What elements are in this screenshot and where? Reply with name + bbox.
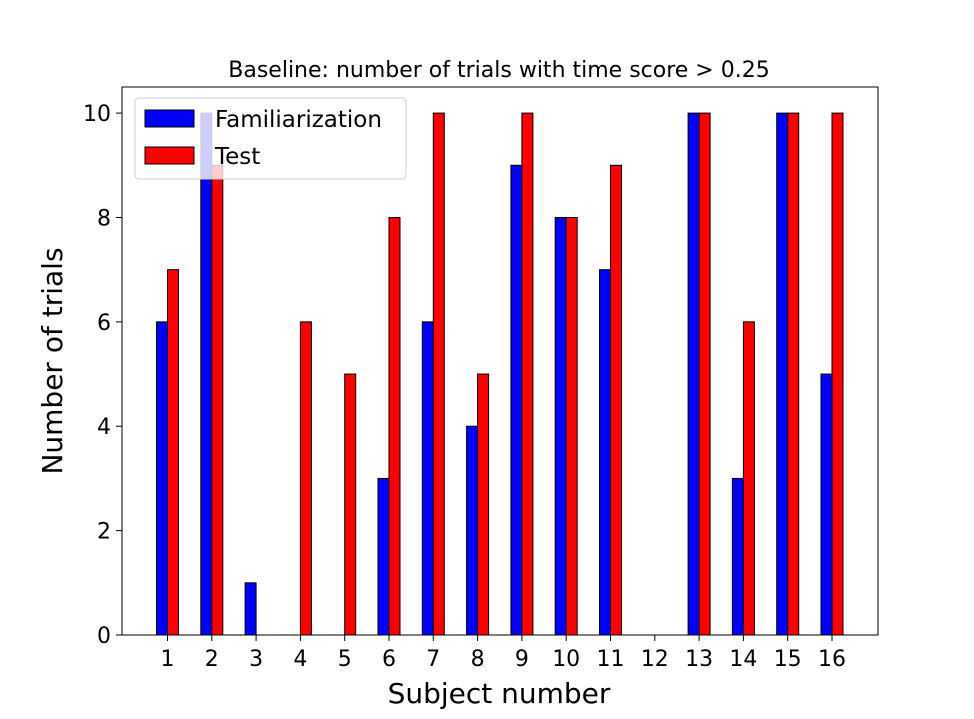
- chart-title: Baseline: number of trials with time sco…: [228, 58, 769, 83]
- x-tick-label: 1: [161, 647, 175, 672]
- legend-label-test: Test: [214, 144, 260, 170]
- bar-familiarization-14: [731, 477, 744, 636]
- x-tick-label: 5: [338, 647, 352, 672]
- x-tick-label: 10: [552, 647, 580, 672]
- x-tick-label: 12: [641, 647, 669, 672]
- bar-familiarization-2: [200, 112, 213, 636]
- legend-label-familiarization: Familiarization: [215, 107, 382, 133]
- x-tick-label: 13: [685, 647, 713, 672]
- legend-swatch-test: [144, 146, 195, 165]
- bar-familiarization-9: [510, 164, 523, 636]
- x-axis-label: Subject number: [388, 677, 611, 710]
- bar-test-2: [211, 164, 224, 636]
- plot-frame: [121, 86, 879, 636]
- bar-test-7: [432, 112, 445, 636]
- bar-familiarization-16: [820, 373, 833, 636]
- bar-familiarization-10: [554, 216, 567, 636]
- bar-familiarization-8: [466, 425, 479, 636]
- bar-familiarization-3: [244, 582, 257, 636]
- bar-test-1: [167, 269, 179, 636]
- x-tick-label: 16: [818, 647, 846, 672]
- x-tick-label: 11: [597, 647, 625, 672]
- legend: Familiarization Test: [134, 97, 407, 180]
- bar-familiarization-6: [377, 477, 390, 636]
- bar-test-10: [565, 216, 578, 636]
- bar-test-6: [388, 216, 401, 636]
- x-tick-label: 7: [426, 647, 440, 672]
- y-tick-label: 2: [97, 520, 111, 545]
- x-tick-label: 14: [729, 647, 757, 672]
- y-tick-label: 6: [97, 311, 111, 336]
- y-tick-label: 8: [97, 206, 111, 231]
- legend-swatch-familiarization: [144, 109, 195, 128]
- x-tick-label: 15: [774, 647, 802, 672]
- x-tick-label: 8: [471, 647, 485, 672]
- y-tick-label: 0: [97, 624, 111, 649]
- bar-test-5: [344, 373, 357, 636]
- bar-test-14: [742, 321, 755, 636]
- bar-familiarization-13: [687, 112, 700, 636]
- bar-test-16: [831, 112, 844, 636]
- x-axis-ticks: 1 2 3 4 5 6 7 8 9 10 11 12 13 14 15 16: [161, 635, 846, 672]
- y-tick-label: 10: [83, 102, 111, 127]
- x-tick-label: 2: [205, 647, 219, 672]
- x-tick-label: 3: [249, 647, 263, 672]
- bar-test-4: [299, 321, 312, 636]
- y-tick-label: 4: [97, 415, 111, 440]
- bar-test-13: [698, 112, 711, 636]
- bar-test-11: [610, 164, 622, 636]
- bar-test-8: [477, 373, 490, 636]
- bar-familiarization-1: [156, 321, 168, 636]
- x-tick-label: 6: [382, 647, 396, 672]
- bar-familiarization-15: [776, 112, 789, 636]
- legend-frame: [134, 97, 407, 180]
- bar-familiarization-7: [421, 321, 434, 636]
- bar-test-15: [787, 112, 800, 636]
- x-tick-label: 4: [293, 647, 307, 672]
- bar-familiarization-11: [599, 269, 611, 636]
- y-axis-label: Number of trials: [36, 247, 69, 474]
- y-axis-ticks: 0 2 4 6 8 10: [83, 102, 122, 649]
- x-tick-label: 9: [515, 647, 529, 672]
- bar-test-9: [521, 112, 534, 636]
